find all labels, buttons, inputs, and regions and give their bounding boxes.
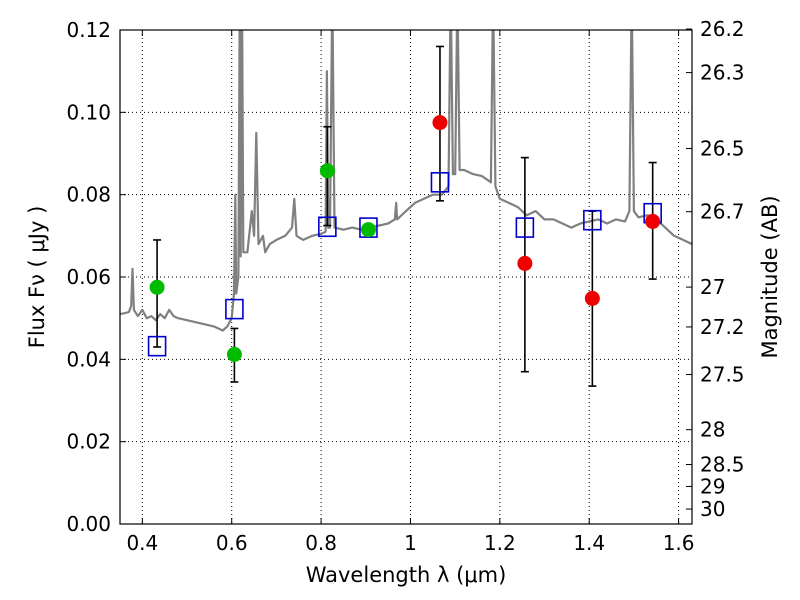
plot-frame: [119, 29, 693, 525]
y2-tick-label: 26.3: [700, 61, 745, 85]
axis-ticks: [120, 28, 692, 525]
y2-tick-label: 26.5: [700, 137, 745, 161]
y2-tick-label: 28: [700, 418, 725, 442]
grid: [120, 30, 692, 524]
x-tick-label: 0.4: [126, 531, 158, 555]
marker-layer: [147, 115, 662, 362]
y-tick-label: 0.04: [66, 347, 111, 371]
spectrum-line: [120, 30, 692, 332]
x-tick-label: 1.6: [663, 531, 695, 555]
model-flux-marker: [430, 172, 450, 193]
y2-tick-label: 28.5: [700, 452, 745, 476]
y2-tick-label: 26.7: [700, 200, 745, 224]
x-tick-label: 1.2: [484, 531, 516, 555]
observed-flux-point: [517, 255, 533, 271]
y2-tick-label: 30: [700, 497, 725, 521]
y2-tick-label: 27.2: [700, 315, 745, 339]
y2-tick-label: 27.5: [700, 363, 745, 387]
x-tick-labels: 0.4 0.6 0.8 1 1.2 1.4 1.6: [126, 531, 694, 555]
errorbar-layer: [153, 45, 657, 387]
model-flux-marker: [225, 298, 244, 320]
model-flux-marker: [583, 209, 602, 231]
x-tick-label: 0.8: [305, 531, 337, 555]
y-tick-label: 0.08: [66, 183, 111, 207]
y2-tick-label: 27: [700, 275, 725, 299]
x-tick-label: 0.6: [216, 531, 248, 555]
y-tick-label: 0.02: [66, 430, 111, 454]
y2-axis-label: Magnitude (AB): [758, 195, 782, 358]
observed-flux-point: [149, 279, 165, 295]
model-flux-marker: [318, 216, 337, 238]
model-flux-marker: [515, 217, 535, 238]
y-tick-label: 0.06: [66, 265, 111, 289]
y-tick-label: 0.10: [66, 100, 111, 124]
observed-flux-point: [360, 222, 376, 238]
observed-flux-point: [432, 115, 448, 131]
x-tick-label: 1.4: [573, 531, 605, 555]
y2-tick-label: 26.2: [700, 17, 745, 41]
model-flux-marker: [147, 335, 167, 357]
y-axis-label: Flux Fν ( μJy ): [25, 206, 49, 349]
observed-flux-point: [319, 163, 335, 179]
y-tick-labels: 0.00 0.02 0.04 0.06 0.08 0.10 0.12: [66, 18, 111, 536]
x-axis-label: Wavelength λ (μm): [306, 563, 507, 587]
y-tick-label: 0.00: [66, 512, 111, 536]
y2-tick-label: 29: [700, 474, 725, 498]
observed-flux-point: [584, 290, 600, 306]
observed-flux-point: [645, 213, 661, 229]
observed-flux-point: [226, 346, 242, 362]
y-tick-label: 0.12: [66, 18, 111, 42]
x-tick-label: 1: [404, 531, 417, 555]
spectrum-layer: [120, 30, 692, 332]
